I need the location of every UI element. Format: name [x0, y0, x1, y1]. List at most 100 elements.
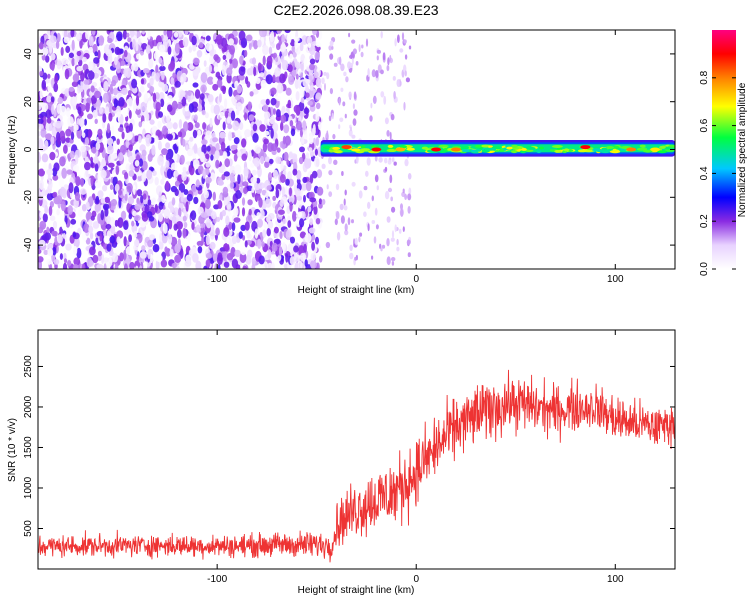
heatmap-cell: [304, 158, 312, 169]
heatmap-cell: [300, 136, 305, 145]
heatmap-cell: [205, 218, 212, 229]
heatmap-cell: [318, 198, 322, 205]
heatmap-cell: [367, 223, 370, 232]
heatmap-cell: [197, 165, 204, 175]
heatmap-cell: [276, 43, 281, 51]
heatmap-cell: [134, 203, 141, 210]
heatmap-cell: [205, 130, 212, 138]
heatmap-cell: [273, 108, 276, 115]
heatmap-cell: [375, 70, 379, 78]
heatmap-cell: [657, 150, 668, 154]
heatmap-cell: [463, 146, 469, 149]
heatmap-cell: [352, 103, 355, 110]
heatmap-cell: [123, 263, 128, 269]
heatmap-cell: [299, 42, 304, 52]
heatmap-cell: [316, 262, 320, 269]
heatmap-cell: [238, 66, 246, 76]
heatmap-cell: [348, 91, 352, 99]
heatmap-cell: [94, 51, 99, 57]
heatmap-cell: [120, 60, 126, 66]
heatmap-cell: [386, 216, 391, 223]
heatmap-cell: [209, 55, 215, 64]
heatmap-cell: [526, 146, 536, 150]
heatmap-cell: [245, 76, 249, 85]
heatmap-cell: [285, 253, 289, 263]
heatmap-cell: [294, 262, 300, 269]
heatmap-cell: [399, 145, 407, 149]
heatmap-cell: [54, 74, 58, 85]
heatmap-cell: [367, 68, 370, 77]
heatmap-cell: [250, 162, 255, 168]
y-tick-label: 1500: [23, 436, 34, 459]
heatmap-cell: [47, 82, 52, 93]
heatmap-cell: [271, 242, 278, 252]
heatmap-cell: [279, 231, 283, 239]
heatmap-cell: [173, 31, 179, 38]
heatmap-cell: [331, 45, 334, 50]
heatmap-cell: [85, 211, 93, 222]
heatmap-cell: [55, 120, 62, 129]
heatmap-plot-area: [38, 30, 675, 269]
heatmap-cell: [311, 30, 318, 36]
heatmap-cell: [66, 107, 71, 118]
heatmap-cell: [192, 69, 200, 77]
heatmap-cell: [338, 124, 341, 130]
heatmap-cell: [38, 256, 44, 263]
heatmap-cell: [551, 145, 563, 148]
heatmap-cell: [87, 129, 92, 139]
heatmap-cell: [335, 211, 340, 220]
heatmap-cell: [246, 185, 253, 192]
heatmap-cell: [101, 253, 105, 264]
heatmap-cell: [95, 195, 100, 204]
heatmap-cell: [44, 232, 51, 241]
heatmap-cell: [103, 235, 111, 244]
heatmap-cell: [191, 221, 195, 231]
heatmap-cell: [212, 83, 219, 91]
heatmap-cell: [237, 150, 242, 158]
heatmap-cell: [402, 188, 405, 194]
heatmap-cell: [180, 191, 184, 203]
heatmap-cell: [257, 218, 263, 228]
heatmap-cell: [165, 160, 170, 168]
heatmap-cell: [256, 177, 261, 184]
heatmap-cell: [157, 140, 162, 151]
heatmap-cell: [229, 172, 235, 183]
heatmap-cell: [92, 67, 99, 73]
heatmap-cell: [176, 221, 183, 230]
heatmap-cell: [196, 50, 203, 58]
heatmap-cell: [391, 206, 396, 213]
heatmap-cell: [297, 211, 303, 218]
heatmap-cell: [52, 230, 58, 237]
heatmap-cell: [39, 70, 44, 77]
heatmap-cell: [308, 90, 314, 98]
heatmap-cell: [321, 163, 326, 169]
heatmap-cell: [255, 77, 261, 85]
heatmap-cell: [302, 176, 308, 184]
heatmap-cell: [210, 154, 214, 161]
heatmap-cell: [202, 122, 207, 130]
heatmap-cell: [203, 60, 207, 67]
heatmap-cell: [251, 169, 257, 176]
heatmap-cell: [166, 133, 174, 140]
heatmap-cell: [352, 118, 357, 126]
heatmap-cell: [612, 148, 617, 152]
heatmap-cell: [178, 207, 182, 218]
heatmap-cell: [396, 246, 400, 252]
heatmap-cell: [296, 195, 303, 201]
heatmap-cell: [142, 128, 146, 140]
heatmap-cell: [313, 205, 318, 215]
heatmap-cell: [101, 158, 106, 167]
heatmap-cell: [165, 180, 170, 191]
heatmap-cell: [343, 71, 347, 77]
heatmap-cell: [599, 150, 612, 154]
heatmap-cell: [136, 53, 141, 60]
heatmap-cell: [45, 133, 53, 141]
heatmap-cell: [358, 190, 363, 199]
heatmap-cell: [168, 63, 175, 72]
heatmap-cell: [262, 142, 268, 153]
heatmap-cell: [63, 258, 68, 264]
heatmap-cell: [224, 98, 228, 109]
heatmap-cell: [266, 185, 272, 191]
heatmap-cell: [217, 200, 223, 209]
heatmap-cell: [359, 148, 370, 152]
